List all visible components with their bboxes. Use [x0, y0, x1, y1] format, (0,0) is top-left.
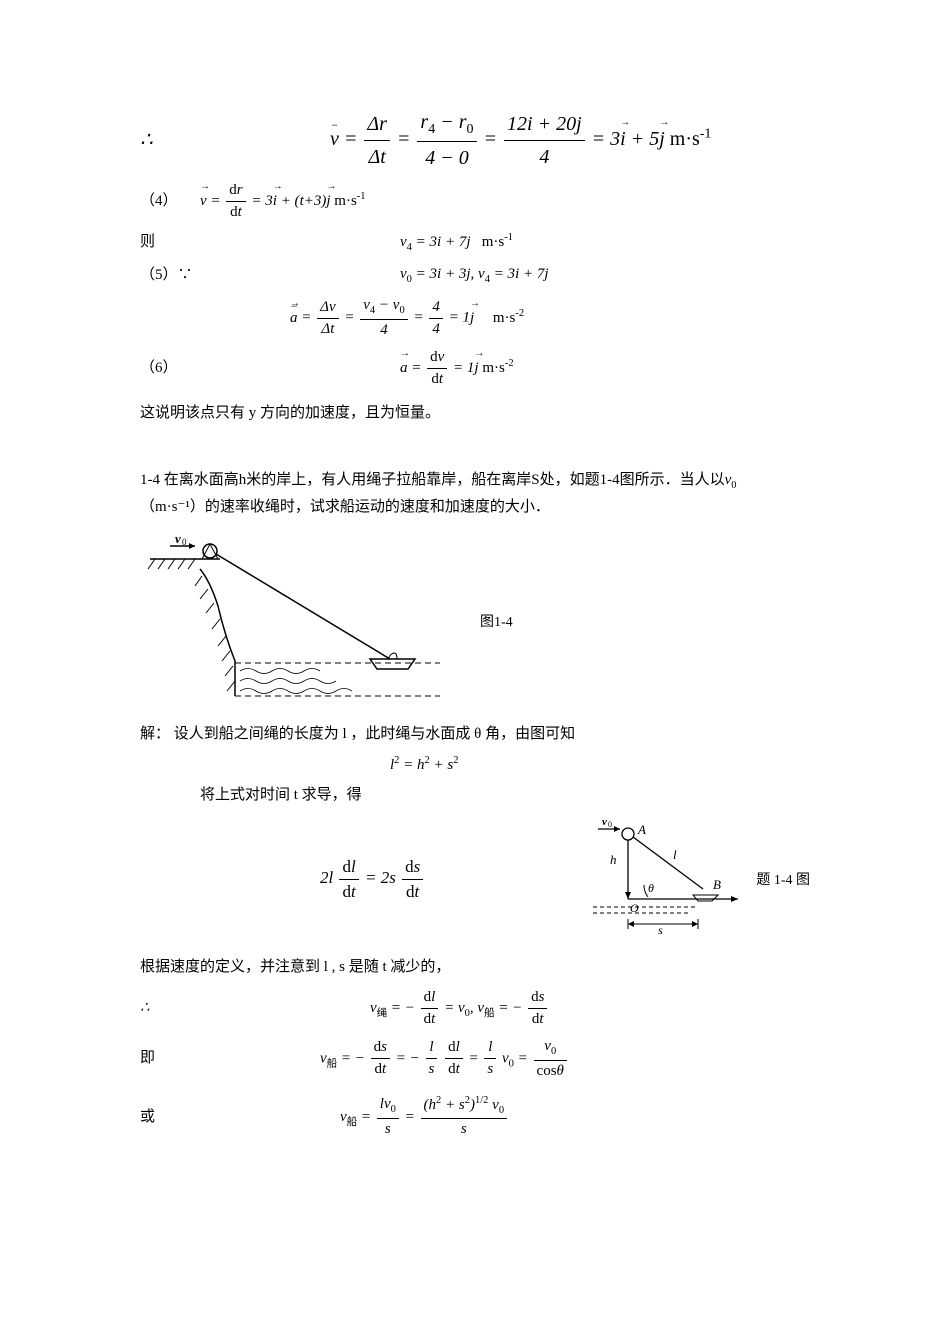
- figure-2-svg: A v 0 h l θ B: [588, 819, 748, 939]
- eq10: 即 v船 = − dsdt = − ls dldt = ls v0 = v0co…: [140, 1036, 810, 1082]
- solution-line-2: 将上式对时间 t 求导，得: [200, 782, 810, 809]
- eq4: （5）∵ v0 = 3i + 3j, v4 = 3i + 7j: [140, 262, 810, 289]
- svg-text:0: 0: [182, 537, 187, 547]
- svg-text:h: h: [610, 852, 617, 867]
- figure-1-caption: 图1-4: [480, 611, 513, 631]
- figure-1-4: v 0: [140, 531, 810, 711]
- therefore-symbol: ∴: [140, 124, 200, 156]
- svg-text:l: l: [673, 847, 677, 862]
- item-6: （6）: [140, 355, 200, 382]
- svg-text:s: s: [658, 923, 663, 937]
- solution-line-1: 解： 设人到船之间绳的长度为 l ，此时绳与水面成 θ 角，由图可知: [140, 721, 810, 748]
- eq3: 则 v4 = 3i + 7j m·s-1: [140, 229, 810, 256]
- eq8-and-fig2: 2l dldt = 2s dsdt A v 0 h: [140, 819, 810, 939]
- eq6: （6） a = dvdt = 1j m·s-2: [140, 347, 810, 390]
- explanation-text: 这说明该点只有 y 方向的加速度，且为恒量。: [140, 400, 810, 427]
- svg-text:v: v: [602, 819, 607, 828]
- problem-1-4: 1-4 在离水面高h米的岸上，有人用绳子拉船靠岸，船在离岸S处，如题1-4图所示…: [140, 467, 810, 1140]
- item-5: （5）∵: [140, 262, 230, 289]
- therefore-9: ∴: [140, 998, 200, 1019]
- svg-text:v: v: [175, 531, 181, 546]
- svg-text:0: 0: [608, 820, 612, 829]
- eq9: ∴ v绳 = − dldt = v0, v船 = − dsdt: [140, 987, 810, 1030]
- or-label: 或: [140, 1104, 200, 1131]
- svg-text:O: O: [630, 901, 639, 915]
- figure-1-4-svg: v 0: [140, 531, 460, 711]
- item-4: （4）: [140, 188, 200, 215]
- that-is: 即: [140, 1045, 200, 1072]
- eq7: l2 = h2 + s2: [140, 754, 810, 776]
- eq1: ∴ v = ΔrΔt = r4 − r04 − 0 = 12i + 20j4 =…: [140, 106, 810, 174]
- problem-text-1: 1-4 在离水面高h米的岸上，有人用绳子拉船靠岸，船在离岸S处，如题1-4图所示…: [140, 472, 725, 488]
- svg-text:θ: θ: [648, 881, 654, 895]
- physics-page: ∴ v = ΔrΔt = r4 − r04 − 0 = 12i + 20j4 =…: [0, 0, 950, 1206]
- solution-line-3: 根据速度的定义，并注意到 l , s 是随 t 减少的，: [140, 954, 810, 981]
- eq5: a = ΔvΔt = v4 − v04 = 44 = 1j m·s-2: [140, 295, 810, 341]
- then-label: 则: [140, 229, 200, 256]
- svg-text:B: B: [713, 877, 721, 892]
- figure-2-caption: 题 1-4 图: [756, 869, 810, 889]
- eq2: （4） v = drdt = 3i + (t+3)j m·s-1: [140, 180, 810, 223]
- svg-text:A: A: [637, 822, 646, 837]
- problem-text-2: （m·s⁻¹）的速率收绳时，试求船运动的速度和加速度的大小．: [140, 494, 810, 521]
- eq11: 或 v船 = lv0s = (h2 + s2)1/2 v0s: [140, 1094, 810, 1141]
